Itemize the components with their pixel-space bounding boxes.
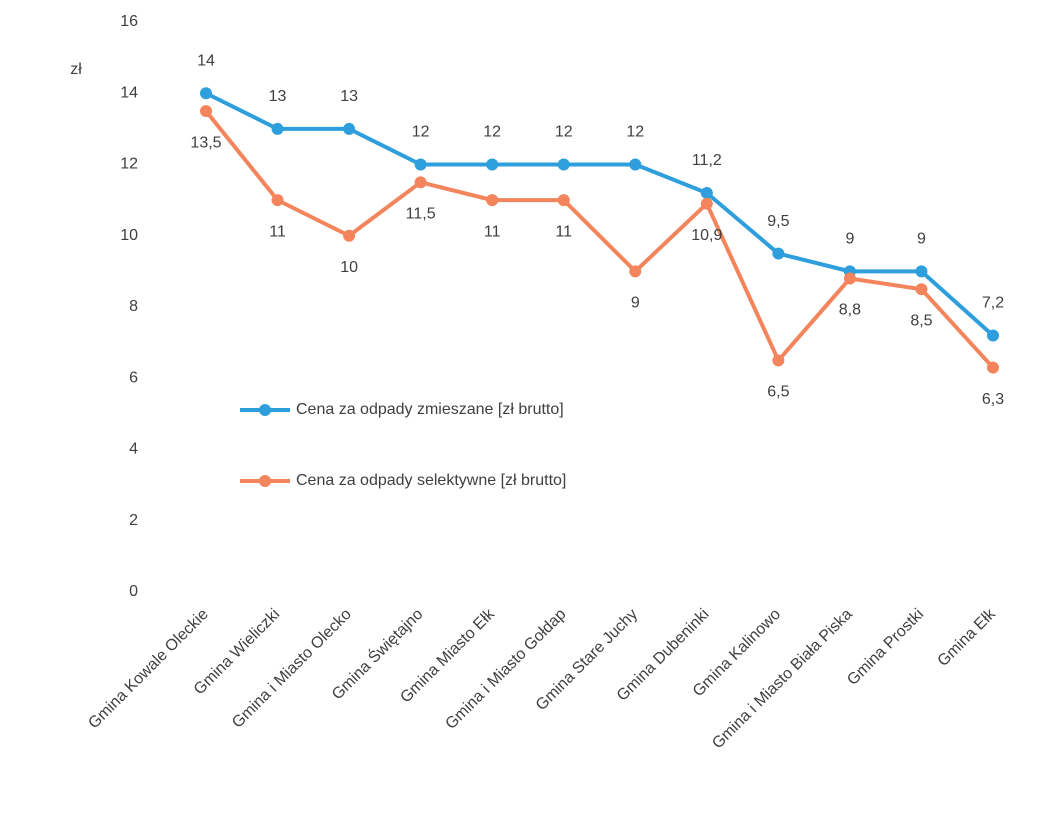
point — [843, 272, 856, 285]
data-label: 13 — [269, 88, 287, 105]
data-label: 12 — [555, 124, 573, 141]
point — [343, 122, 356, 135]
data-label: 12 — [483, 124, 501, 141]
data-label: 9 — [631, 295, 640, 312]
data-label: 8,8 — [839, 302, 861, 319]
data-label: 12 — [626, 124, 644, 141]
point — [271, 194, 284, 207]
data-label: 6,5 — [767, 384, 789, 401]
point — [557, 194, 570, 207]
x-tick-label: Gmina Ełk — [935, 605, 1000, 670]
point — [271, 122, 284, 135]
data-label: 7,2 — [982, 295, 1004, 312]
legend-label: Cena za odpady selektywne [zł brutto] — [296, 472, 566, 489]
point — [343, 229, 356, 242]
data-label: 9 — [917, 231, 926, 248]
point — [486, 158, 499, 171]
point — [629, 158, 642, 171]
y-tick-label: 8 — [129, 298, 138, 315]
point — [700, 197, 713, 210]
x-tick-label: Gmina Prostki — [844, 606, 927, 689]
y-tick-label: 0 — [129, 583, 138, 600]
point — [414, 158, 427, 171]
point — [414, 176, 427, 189]
data-label: 11 — [484, 223, 501, 240]
legend-label: Cena za odpady zmieszane [zł brutto] — [296, 401, 564, 418]
data-label: 11 — [269, 223, 286, 240]
y-tick-label: 12 — [120, 156, 138, 173]
point — [915, 283, 928, 296]
point — [987, 329, 999, 342]
point — [629, 265, 642, 278]
y-tick-label: 14 — [120, 84, 138, 101]
y-tick-label: 16 — [120, 13, 138, 30]
x-tick-label: Gmina i Miasto Olecko — [229, 606, 355, 732]
data-label: 13 — [340, 88, 358, 105]
x-tick-label: Gmina Kowale Oleckie — [85, 606, 212, 733]
y-tick-label: 6 — [129, 369, 138, 386]
point — [200, 105, 212, 118]
point — [772, 354, 785, 367]
y-tick-label: 2 — [129, 512, 138, 529]
data-label: 11 — [555, 223, 572, 240]
data-label: 11,5 — [406, 206, 436, 223]
series-line — [204, 109, 995, 369]
y-tick-label: 10 — [120, 227, 138, 244]
data-label: 12 — [412, 124, 430, 141]
point — [700, 187, 713, 199]
point — [200, 87, 212, 100]
data-label: 10,9 — [691, 227, 722, 244]
data-label: 6,3 — [982, 391, 1004, 408]
point — [772, 247, 785, 260]
point — [486, 194, 499, 207]
data-label: 14 — [197, 52, 215, 69]
y-axis-label: zł — [70, 61, 82, 78]
x-tick-label: Gmina i Miasto Gołdap — [442, 606, 569, 733]
point — [987, 361, 999, 374]
legend-marker — [259, 475, 271, 487]
point — [557, 158, 570, 171]
legend-marker — [259, 404, 271, 416]
data-label: 8,5 — [910, 312, 932, 329]
data-label: 13,5 — [190, 134, 221, 151]
y-tick-label: 4 — [129, 441, 138, 458]
data-label: 9,5 — [767, 213, 789, 230]
point — [915, 265, 928, 278]
data-label: 10 — [340, 259, 358, 276]
series-line — [205, 91, 995, 337]
data-label: 11,2 — [692, 152, 722, 169]
x-tick-label: Gmina i Miasto Biała Piska — [709, 606, 856, 753]
data-label: 9 — [845, 231, 854, 248]
